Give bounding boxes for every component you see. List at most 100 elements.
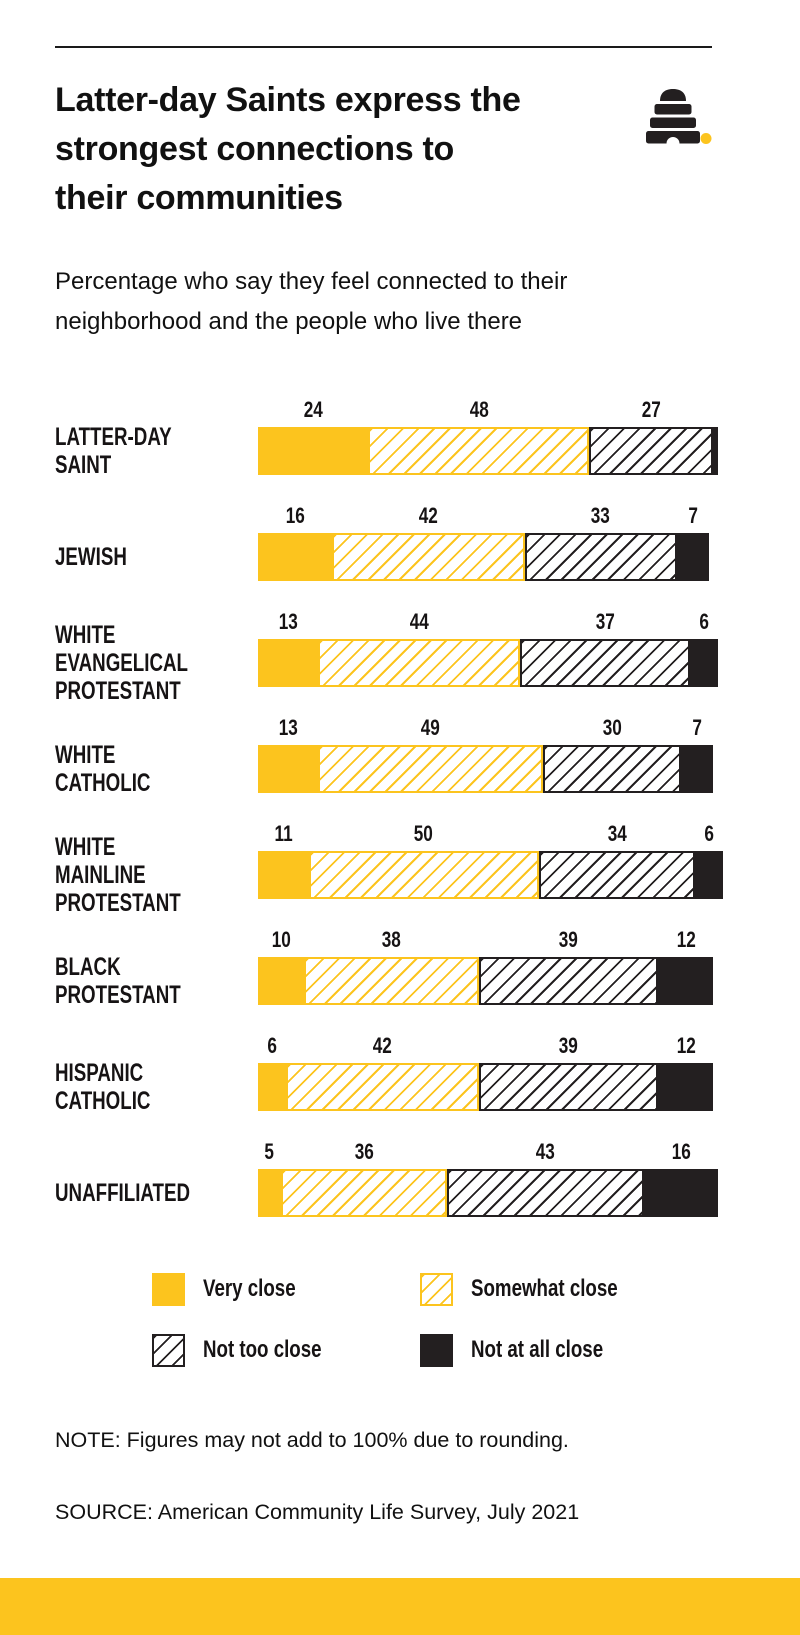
- bar-segment-not-too-close: [520, 639, 691, 687]
- bar-segment-very-close: [258, 957, 304, 1005]
- value-label: 6: [267, 1033, 277, 1058]
- value-label: 5: [264, 1139, 275, 1164]
- value-label: 16: [285, 503, 305, 528]
- bar-segment-very-close: [258, 1169, 281, 1217]
- value-label: 34: [607, 821, 627, 846]
- value-label: 48: [469, 397, 489, 422]
- bar-row: UNAFFILIATED 5 36 43 16: [0, 1140, 800, 1246]
- value-label: 49: [420, 715, 441, 740]
- bar-segment-very-close: [258, 745, 318, 793]
- bar-row: BLACK PROTESTANT 10 38 39 12: [0, 928, 800, 1034]
- legend-swatch-hatch-yellow: [420, 1272, 453, 1306]
- bar-segment-somewhat-close: [331, 533, 525, 581]
- value-label: 38: [381, 927, 401, 952]
- category-label: UNAFFILIATED: [55, 1179, 191, 1207]
- bar-segment-somewhat-close: [285, 1063, 479, 1111]
- bar-segment-not-too-close: [538, 851, 695, 899]
- value-labels-row: 24 48 27: [258, 398, 718, 425]
- chart-subtitle: Percentage who say they feel connected t…: [55, 268, 568, 335]
- value-label: [713, 398, 718, 425]
- value-label: 7: [687, 503, 698, 528]
- legend-swatch-hatch-black: [152, 1333, 185, 1367]
- value-label: 13: [278, 609, 298, 634]
- value-label: 27: [641, 397, 661, 422]
- value-label: 33: [591, 503, 611, 528]
- page-title: Latter-day Saints express the strongest …: [55, 81, 521, 217]
- bar-segment-not-too-close: [478, 1063, 659, 1111]
- stacked-bar: [258, 1169, 718, 1217]
- bar-row: WHITE MAINLINE PROTESTANT 11 50 34 6: [0, 822, 800, 928]
- stacked-bar: [258, 639, 718, 687]
- bar-segment-not-at-all-close: [644, 1169, 718, 1217]
- bar-row: LATTER-DAY SAINT 24 48 27: [0, 398, 800, 504]
- value-label: 50: [414, 821, 434, 846]
- stacked-bar: [258, 745, 714, 793]
- bar-segment-not-at-all-close: [690, 639, 718, 687]
- bar-segment-not-at-all-close: [681, 745, 714, 793]
- legend-label: Somewhat close: [471, 1275, 618, 1302]
- legend-label: Not too close: [203, 1336, 322, 1363]
- stacked-bar: [258, 851, 723, 899]
- value-label: 42: [418, 503, 438, 528]
- value-label: 12: [676, 1033, 696, 1058]
- bar-segment-not-at-all-close: [658, 957, 714, 1005]
- legend-label: Very close: [203, 1275, 296, 1302]
- category-label: LATTER-DAY SAINT: [55, 423, 172, 479]
- stacked-bar: [258, 1063, 714, 1111]
- footer-accent-bar: [0, 1578, 800, 1635]
- value-label: 39: [558, 927, 579, 952]
- category-label: JEWISH: [55, 543, 127, 571]
- chart: LATTER-DAY SAINT 24 48 27 JEWISH 16 42 33 7 WHITE…: [0, 398, 800, 1223]
- value-label: 37: [595, 609, 615, 634]
- bar-segment-somewhat-close: [317, 639, 521, 687]
- bar-segment-somewhat-close: [368, 427, 590, 475]
- value-label: 13: [278, 715, 298, 740]
- legend-item: Very close: [152, 1272, 322, 1306]
- bar-row: JEWISH 16 42 33 7: [0, 504, 800, 610]
- value-label: 12: [676, 927, 696, 952]
- value-labels-row: 16 42 33 7: [258, 504, 709, 531]
- value-label: 24: [303, 397, 323, 422]
- top-divider: [55, 46, 712, 48]
- value-labels-row: 13 49 30 7: [258, 716, 713, 743]
- bar-segment-not-too-close: [524, 533, 677, 581]
- value-label: 30: [602, 715, 622, 740]
- value-label: 7: [692, 715, 703, 740]
- source-text: SOURCE: American Community Life Survey, …: [55, 1500, 580, 1524]
- beehive-logo-icon: [646, 89, 712, 146]
- bar-row: WHITE CATHOLIC 13 49 30 7: [0, 716, 800, 822]
- legend-swatch-solid-yellow: [152, 1272, 185, 1306]
- bar-segment-somewhat-close: [308, 851, 539, 899]
- value-label: 42: [372, 1033, 392, 1058]
- bar-segment-not-too-close: [446, 1169, 645, 1217]
- value-label: 11: [274, 821, 293, 846]
- bar-segment-somewhat-close: [317, 745, 544, 793]
- bar-segment-very-close: [258, 533, 332, 581]
- value-label: 6: [699, 609, 709, 634]
- bar-segment-not-at-all-close: [658, 1063, 714, 1111]
- category-label: HISPANIC CATHOLIC: [55, 1059, 151, 1115]
- value-labels-row: 11 50 34 6: [258, 822, 723, 849]
- legend-swatch-solid-black: [420, 1333, 453, 1367]
- legend-label: Not at all close: [471, 1336, 604, 1363]
- value-label: 39: [558, 1033, 579, 1058]
- value-label: 10: [271, 927, 291, 952]
- note-text: NOTE: Figures may not add to 100% due to…: [55, 1428, 569, 1452]
- value-labels-row: 10 38 39 12: [258, 928, 713, 955]
- bar-segment-somewhat-close: [304, 957, 479, 1005]
- bar-segment-not-at-all-close: [713, 427, 718, 475]
- bar-row: HISPANIC CATHOLIC 6 42 39 12: [0, 1034, 800, 1140]
- stacked-bar: [258, 957, 714, 1005]
- legend-item: Not too close: [152, 1333, 355, 1367]
- chart-legend: Very close Somewhat close Not too close Not…: [0, 1272, 800, 1392]
- category-label: WHITE EVANGELICAL PROTESTANT: [55, 621, 188, 705]
- bar-segment-not-at-all-close: [676, 533, 709, 581]
- bar-segment-not-too-close: [589, 427, 714, 475]
- category-label: WHITE CATHOLIC: [55, 741, 151, 797]
- bar-segment-very-close: [258, 1063, 286, 1111]
- bar-segment-very-close: [258, 639, 318, 687]
- bar-segment-not-too-close: [543, 745, 682, 793]
- value-label: 6: [704, 821, 714, 846]
- category-label: BLACK PROTESTANT: [55, 953, 181, 1009]
